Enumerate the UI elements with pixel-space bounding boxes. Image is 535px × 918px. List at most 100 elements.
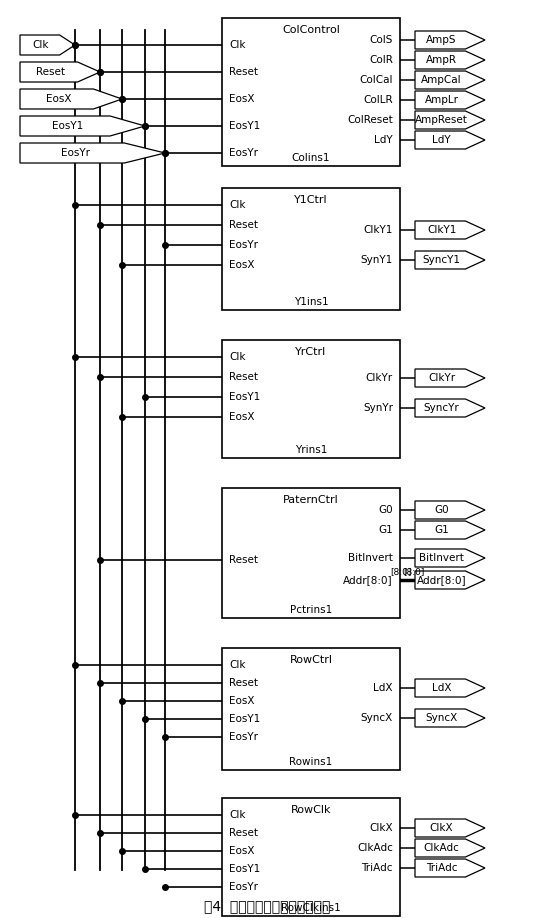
- Text: Rowins1: Rowins1: [289, 757, 333, 767]
- Text: Reset: Reset: [229, 372, 258, 382]
- Text: AmpS: AmpS: [426, 35, 457, 45]
- Text: PaternCtrl: PaternCtrl: [283, 495, 339, 505]
- Text: TriAdc: TriAdc: [362, 863, 393, 873]
- Text: EosYr: EosYr: [229, 240, 258, 250]
- Polygon shape: [415, 819, 485, 837]
- Polygon shape: [415, 679, 485, 697]
- Text: AmpR: AmpR: [426, 55, 457, 65]
- Text: LdX: LdX: [373, 683, 393, 693]
- Text: ColR: ColR: [369, 55, 393, 65]
- Text: ColS: ColS: [370, 35, 393, 45]
- Text: LdY: LdY: [432, 135, 451, 145]
- Text: EosX: EosX: [229, 260, 255, 270]
- Text: SynY1: SynY1: [361, 255, 393, 265]
- Text: Clk: Clk: [229, 810, 246, 820]
- Polygon shape: [415, 369, 485, 387]
- Polygon shape: [415, 31, 485, 49]
- Text: Y1Ctrl: Y1Ctrl: [294, 195, 328, 205]
- Text: Clk: Clk: [229, 660, 246, 670]
- Polygon shape: [415, 91, 485, 109]
- Text: G0: G0: [434, 505, 449, 515]
- Text: G1: G1: [378, 525, 393, 535]
- Polygon shape: [415, 399, 485, 417]
- Text: Y1ins1: Y1ins1: [294, 297, 328, 307]
- Text: Colins1: Colins1: [292, 153, 330, 163]
- Bar: [222, 18, 400, 166]
- Text: SynYr: SynYr: [363, 403, 393, 413]
- Text: Reset: Reset: [229, 828, 258, 838]
- Text: EosY1: EosY1: [229, 392, 260, 402]
- Text: ClkAdc: ClkAdc: [357, 843, 393, 853]
- Polygon shape: [415, 571, 485, 589]
- Text: EosX: EosX: [229, 696, 255, 706]
- Text: ClkX: ClkX: [369, 823, 393, 833]
- Text: Addr[8:0]: Addr[8:0]: [343, 575, 393, 585]
- Text: Clk: Clk: [229, 40, 246, 50]
- Text: ClkX: ClkX: [430, 823, 454, 833]
- Bar: [222, 188, 400, 310]
- Text: AmpCal: AmpCal: [421, 75, 462, 85]
- Polygon shape: [415, 549, 485, 567]
- Text: Reset: Reset: [229, 67, 258, 77]
- Polygon shape: [415, 221, 485, 239]
- Text: SyncX: SyncX: [425, 713, 458, 723]
- Text: ColReset: ColReset: [347, 115, 393, 125]
- Text: Clk: Clk: [229, 200, 246, 210]
- Text: SyncY1: SyncY1: [423, 255, 461, 265]
- Text: EosY1: EosY1: [229, 121, 260, 131]
- Bar: [222, 488, 400, 618]
- Text: EosYr: EosYr: [229, 882, 258, 892]
- Text: AmpReset: AmpReset: [415, 115, 468, 125]
- Text: EosX: EosX: [229, 412, 255, 422]
- Text: EosYr: EosYr: [229, 148, 258, 158]
- Text: LdX: LdX: [432, 683, 452, 693]
- Polygon shape: [415, 251, 485, 269]
- Text: RowCtrl: RowCtrl: [289, 655, 332, 665]
- Text: [8:0]: [8:0]: [403, 567, 424, 576]
- Polygon shape: [415, 111, 485, 129]
- Text: Reset: Reset: [229, 555, 258, 565]
- Text: ColControl: ColControl: [282, 25, 340, 35]
- Text: ClkYr: ClkYr: [366, 373, 393, 383]
- Text: Pctrins1: Pctrins1: [290, 605, 332, 615]
- Text: ColCal: ColCal: [360, 75, 393, 85]
- Text: BitInvert: BitInvert: [348, 553, 393, 563]
- Text: EosX: EosX: [229, 846, 255, 856]
- Text: EosY1: EosY1: [52, 121, 83, 131]
- Polygon shape: [415, 51, 485, 69]
- Polygon shape: [415, 521, 485, 539]
- Polygon shape: [20, 89, 122, 109]
- Text: G0: G0: [378, 505, 393, 515]
- Polygon shape: [20, 35, 75, 55]
- Polygon shape: [20, 62, 100, 82]
- Text: ClkAdc: ClkAdc: [424, 843, 460, 853]
- Text: [8:0]: [8:0]: [391, 567, 412, 576]
- Text: Reset: Reset: [229, 678, 258, 688]
- Text: AmpLr: AmpLr: [425, 95, 458, 105]
- Text: EosYr: EosYr: [60, 148, 89, 158]
- Polygon shape: [415, 709, 485, 727]
- Text: ColLR: ColLR: [363, 95, 393, 105]
- Polygon shape: [20, 116, 145, 136]
- Text: Clk: Clk: [33, 40, 49, 50]
- Text: Yrins1: Yrins1: [295, 445, 327, 455]
- Bar: [222, 648, 400, 770]
- Text: EosX: EosX: [229, 94, 255, 104]
- Text: ClkY1: ClkY1: [427, 225, 456, 235]
- Text: Clk: Clk: [229, 352, 246, 362]
- Text: Reset: Reset: [36, 67, 65, 77]
- Text: ClkYr: ClkYr: [428, 373, 455, 383]
- Text: 图4  顶层模块综合后模块关系图: 图4 顶层模块综合后模块关系图: [204, 899, 331, 913]
- Text: SyncYr: SyncYr: [424, 403, 460, 413]
- Text: BitInvert: BitInvert: [419, 553, 464, 563]
- Text: Reset: Reset: [229, 220, 258, 230]
- Text: Addr[8:0]: Addr[8:0]: [417, 575, 467, 585]
- Polygon shape: [415, 839, 485, 857]
- Text: ClkY1: ClkY1: [364, 225, 393, 235]
- Text: RowClk: RowClk: [291, 805, 331, 815]
- Polygon shape: [415, 131, 485, 149]
- Polygon shape: [415, 71, 485, 89]
- Polygon shape: [20, 143, 165, 163]
- Text: TriAdc: TriAdc: [426, 863, 457, 873]
- Bar: [222, 340, 400, 458]
